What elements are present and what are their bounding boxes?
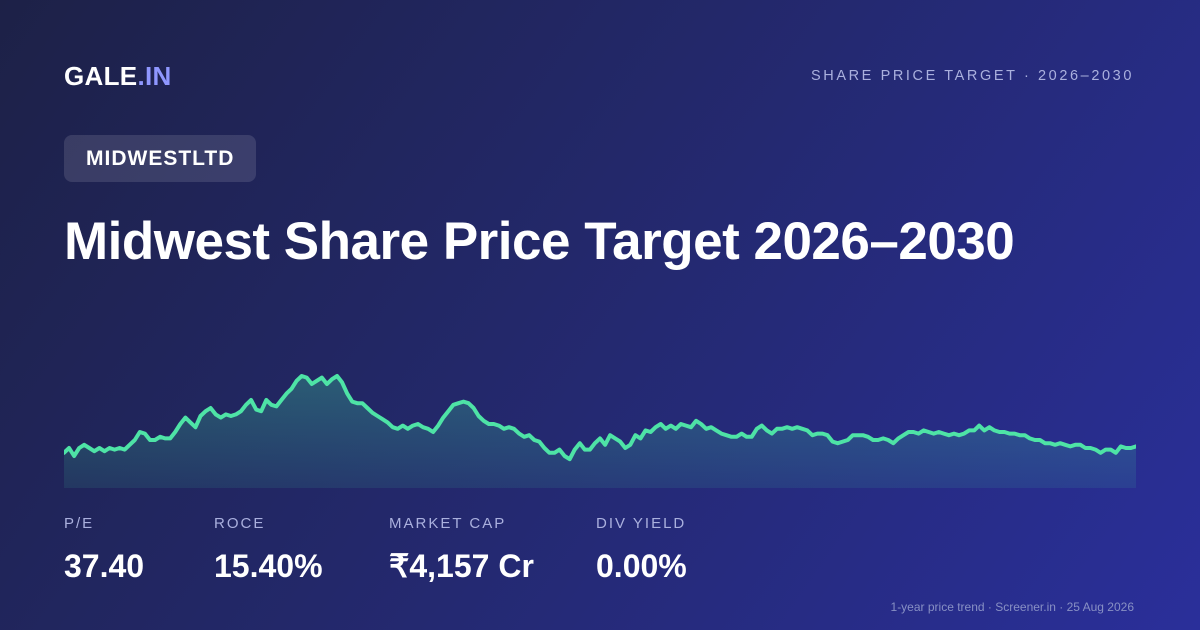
brand-name: GALE <box>64 61 138 91</box>
chart-area-fill <box>64 376 1136 488</box>
brand-separator: . <box>137 61 145 91</box>
metric-div-yield: DIV YIELD 0.00% <box>596 515 687 585</box>
brand-logo: GALE.IN <box>64 60 172 92</box>
price-trend-chart <box>64 374 1136 488</box>
metric-label: P/E <box>64 515 95 532</box>
chart-price-line <box>64 374 1136 462</box>
page-subtitle: SHARE PRICE TARGET · 2026–2030 <box>811 68 1134 84</box>
metric-market-cap: MARKET CAP ₹4,157 Cr <box>389 515 534 585</box>
chart-source-caption: 1-year price trend · Screener.in · 25 Au… <box>890 600 1134 614</box>
metric-value: ₹4,157 Cr <box>389 548 534 584</box>
brand-suffix: IN <box>144 61 172 91</box>
metric-value: 15.40% <box>214 548 323 584</box>
metric-label: DIV YIELD <box>596 515 687 532</box>
metric-pe: P/E 37.40 <box>64 515 144 585</box>
metric-roce: ROCE 15.40% <box>214 515 323 585</box>
page-title: Midwest Share Price Target 2026–2030 <box>64 212 1015 271</box>
metric-value: 37.40 <box>64 548 145 584</box>
metric-label: ROCE <box>214 515 266 532</box>
metric-label: MARKET CAP <box>389 515 507 532</box>
metric-value: 0.00% <box>596 548 687 584</box>
ticker-badge: MIDWESTLTD <box>64 135 257 182</box>
